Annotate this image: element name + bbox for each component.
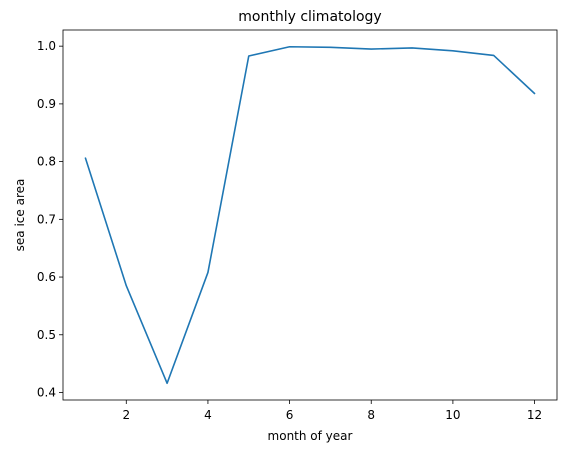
y-tick-label: 0.4 <box>37 385 56 399</box>
chart-title: monthly climatology <box>238 9 381 25</box>
y-tick-label: 0.9 <box>37 97 56 111</box>
y-tick-label: 1.0 <box>37 39 56 53</box>
x-tick-label: 12 <box>527 408 542 422</box>
x-tick-label: 4 <box>204 408 212 422</box>
x-tick-label: 2 <box>122 408 130 422</box>
series-layer <box>84 45 536 385</box>
y-tick-label: 0.8 <box>37 155 56 169</box>
series-line <box>84 45 536 385</box>
x-axis-label: month of year <box>268 429 353 443</box>
y-tick-label: 0.5 <box>37 328 56 342</box>
y-tick-label: 0.6 <box>37 270 56 284</box>
x-tick-label: 8 <box>367 408 375 422</box>
x-tick-label: 6 <box>286 408 294 422</box>
y-tick-label: 0.7 <box>37 212 56 226</box>
x-tick-label: 10 <box>445 408 460 422</box>
y-axis-ticks: 0.4 0.5 0.6 0.7 0.8 0.9 1.0 <box>37 39 63 399</box>
plot-frame <box>62 29 558 401</box>
y-axis-label: sea ice area <box>13 179 27 252</box>
x-axis-ticks: 2 4 6 8 10 12 <box>122 400 542 422</box>
